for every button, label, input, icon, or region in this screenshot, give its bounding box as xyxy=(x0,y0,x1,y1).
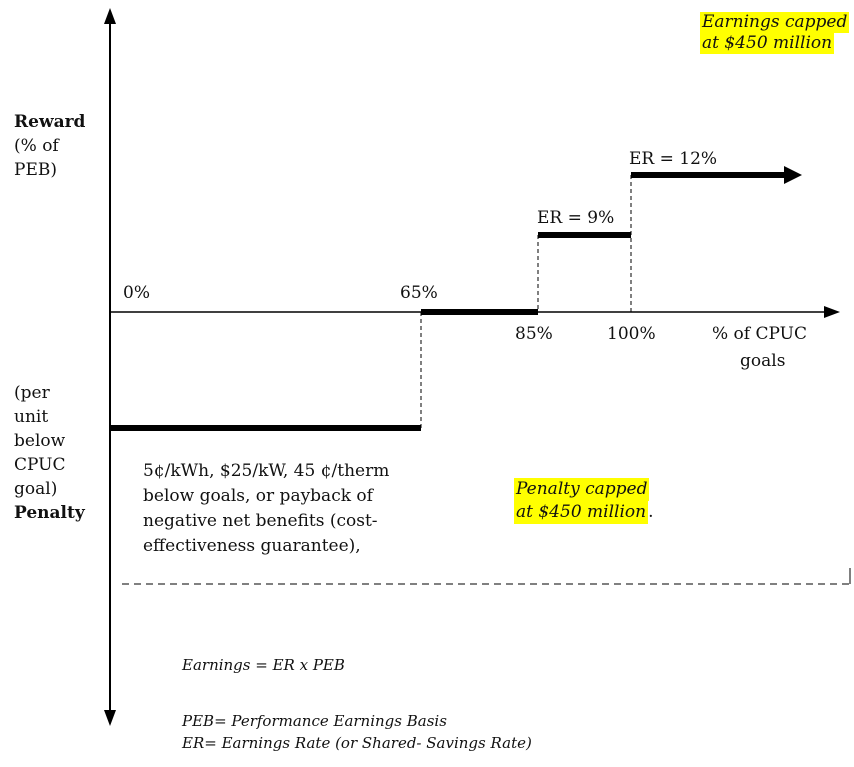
penalty-description-line-3: negative net benefits (cost- xyxy=(143,511,378,531)
x-axis-label-line-1: % of CPUC xyxy=(712,324,807,344)
penalty-cap-note: Penalty capped at $450 million. xyxy=(514,478,654,524)
earnings-formula: Earnings = ER x PEB xyxy=(182,656,345,674)
er-definition: ER= Earnings Rate (or Shared- Savings Ra… xyxy=(182,734,532,752)
earnings-cap-note: Earnings capped at $450 million xyxy=(700,12,850,54)
x-axis-label-line-2: goals xyxy=(740,351,786,371)
y-axis-down-arrowhead xyxy=(104,710,116,726)
reward-label: Reward xyxy=(14,112,86,132)
reward-unit-line-1: (% of xyxy=(14,136,59,156)
earnings-cap-line-2: at $450 million xyxy=(700,33,835,54)
tick-label-0: 0% xyxy=(123,283,150,303)
penalty-unit-line-2: unit xyxy=(14,407,49,427)
penalty-description-line-2: below goals, or payback of xyxy=(143,486,373,506)
penalty-unit-line-3: below xyxy=(14,431,66,451)
penalty-cap-line-1: Penalty capped xyxy=(514,478,650,501)
er-12-arrowhead xyxy=(784,166,802,184)
penalty-description-line-4: effectiveness guarantee), xyxy=(143,536,361,556)
tier-label-er-9: ER = 9% xyxy=(537,208,615,228)
tier-label-er-12: ER = 12% xyxy=(629,149,718,169)
y-axis-up-arrowhead xyxy=(104,8,116,24)
tick-label-100: 100% xyxy=(607,324,656,344)
penalty-unit-line-1: (per xyxy=(14,383,50,403)
tick-label-85: 85% xyxy=(515,324,553,344)
penalty-unit-line-4: CPUC xyxy=(14,455,66,475)
tick-label-65: 65% xyxy=(400,283,438,303)
penalty-cap-period: . xyxy=(648,502,654,522)
peb-definition: PEB= Performance Earnings Basis xyxy=(182,712,447,730)
x-axis-arrowhead xyxy=(824,306,840,318)
earnings-cap-line-1: Earnings capped xyxy=(700,12,850,33)
penalty-unit-line-5: goal) xyxy=(14,479,58,499)
penalty-cap-line-2: at $450 million xyxy=(514,501,649,524)
penalty-label: Penalty xyxy=(14,503,85,523)
reward-unit-line-2: PEB) xyxy=(14,160,57,180)
penalty-description-line-1: 5¢/kWh, $25/kW, 45 ¢/therm xyxy=(143,461,390,481)
